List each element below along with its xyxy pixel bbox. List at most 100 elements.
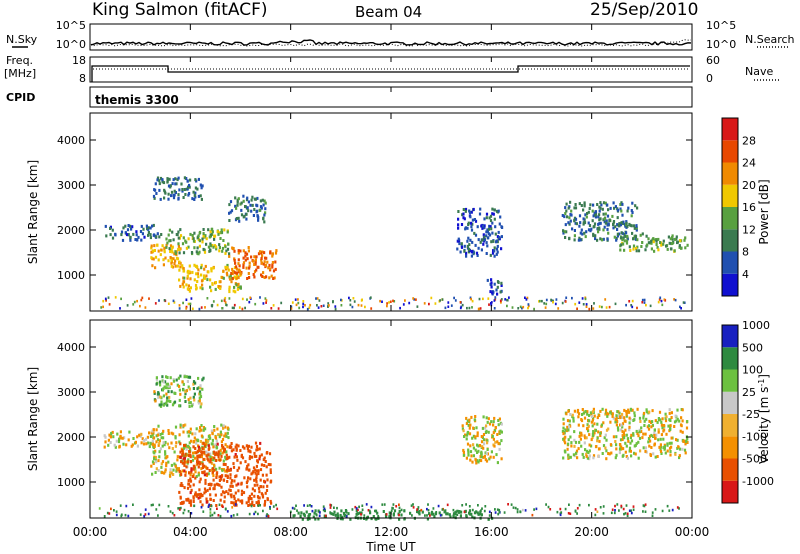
heatmap-cell [404,299,406,302]
heatmap-cell [434,302,437,305]
heatmap-cell [175,469,178,473]
heatmap-cell [311,509,314,513]
heatmap-cell [588,419,591,423]
heatmap-cell [565,412,568,416]
heatmap-cell [205,440,208,444]
heatmap-cell [235,474,238,478]
heatmap-cell [159,395,162,399]
heatmap-cell [570,444,573,448]
heatmap-cell [565,296,568,299]
heatmap-cell [152,257,155,261]
heatmap-cell [472,454,475,458]
heatmap-cell [202,228,205,231]
heatmap-cell [248,457,251,461]
heatmap-cell [616,410,619,414]
heatmap-cell [148,431,151,435]
heatmap-cell [269,463,272,467]
heatmap-cell [275,249,278,253]
heatmap-cell [670,411,673,415]
heatmap-cell [336,512,339,516]
heatmap-cell [212,450,215,454]
heatmap-cell [466,432,469,436]
heatmap-cell [265,489,269,492]
heatmap-cell [314,517,317,521]
heatmap-cell [168,384,171,388]
heatmap-cell [126,228,130,232]
heatmap-cell [609,206,612,210]
heatmap-cell [492,290,495,294]
noise-left-tick-top: 10^5 [56,19,86,32]
heatmap-cell [568,236,571,240]
heatmap-cell [263,260,266,264]
heatmap-cell [176,264,179,268]
heatmap-cell [174,392,177,395]
heatmap-cell [193,246,196,250]
heatmap-cell [241,445,245,449]
heatmap-cell [226,431,229,435]
heatmap-cell [171,447,174,450]
heatmap-cell [496,244,499,248]
heatmap-cell [567,438,570,442]
heatmap-cell [225,249,228,253]
heatmap-cell [155,460,158,464]
heatmap-cell [158,179,161,183]
heatmap-cell [170,194,173,198]
heatmap-cell [215,459,218,462]
heatmap-cell [194,432,197,436]
heatmap-cell [642,432,645,436]
heatmap-cell [430,510,434,514]
heatmap-cell [470,225,473,229]
heatmap-cell [637,440,640,444]
heatmap-cell [369,296,372,299]
heatmap-cell [598,218,601,222]
heatmap-cell [157,249,160,253]
heatmap-cell [213,444,216,448]
heatmap-cell [192,237,195,241]
heatmap-cell [295,504,297,507]
heatmap-cell [493,246,496,250]
heatmap-cell [661,417,664,421]
heatmap-cell [241,501,244,505]
heatmap-cell [271,261,274,264]
heatmap-cell [166,177,169,181]
heatmap-cell [492,423,495,427]
heatmap-cell [210,269,213,273]
heatmap-cell [354,505,357,509]
heatmap-cell [648,434,652,438]
heatmap-cell [188,471,191,475]
heatmap-cell [151,472,154,476]
heatmap-cell [162,436,165,440]
heatmap-cell [625,444,628,448]
heatmap-cell [266,484,269,488]
heatmap-cell [361,504,364,507]
heatmap-cell [185,305,188,309]
heatmap-cell [170,463,173,467]
heatmap-cell [261,254,264,258]
heatmap-cell [488,303,490,306]
heatmap-cell [412,297,415,300]
heatmap-cell [197,238,200,242]
heatmap-cell [255,255,258,259]
heatmap-cell [212,300,215,303]
heatmap-cell [253,208,256,211]
heatmap-cell [492,239,495,243]
heatmap-cell [167,399,171,403]
heatmap-cell [580,228,583,232]
heatmap-cell [654,508,657,511]
heatmap-cell [619,203,622,206]
heatmap-cell [656,455,659,458]
heatmap-cell [574,203,577,206]
heatmap-cell [616,232,619,236]
heatmap-cell [224,443,227,447]
heatmap-cell [650,241,653,245]
heatmap-cell [468,243,471,247]
colorbar-tick-label: 16 [742,201,756,214]
heatmap-cell [207,447,210,451]
heatmap-cell [489,219,493,223]
heatmap-cell [649,241,652,245]
heatmap-cell [684,442,687,446]
heatmap-cell [174,177,177,181]
heatmap-cell [213,463,216,467]
heatmap-cell [198,250,201,254]
heatmap-cell [465,503,467,506]
